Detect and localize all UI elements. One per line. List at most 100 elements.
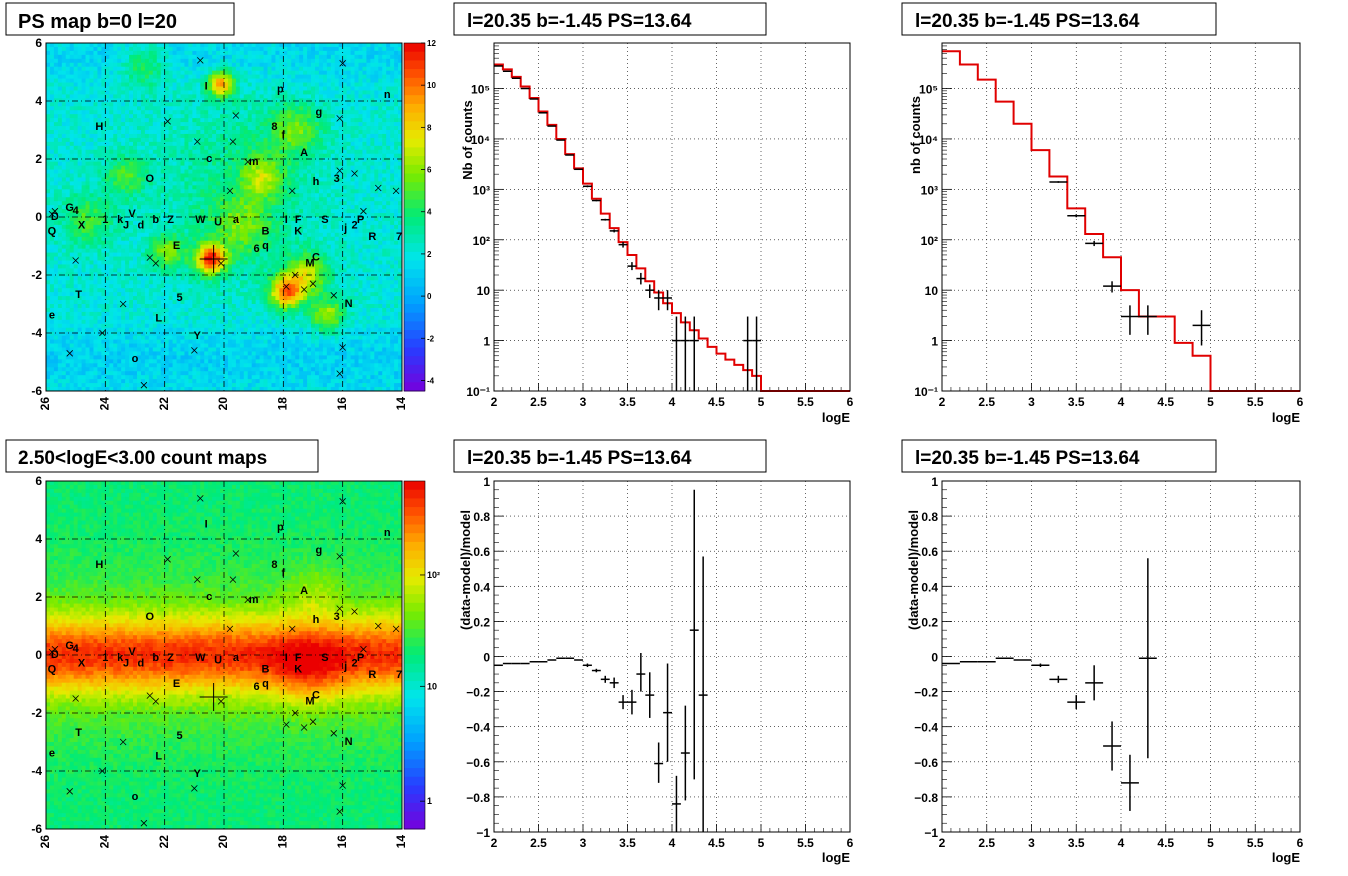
heatmap-cell — [382, 90, 387, 95]
heatmap-cell — [227, 173, 233, 179]
heatmap-cell — [148, 217, 154, 222]
heatmap-cell — [239, 50, 245, 56]
heatmap-cell — [231, 141, 237, 147]
heatmap-cell — [322, 43, 328, 48]
heatmap-cell — [200, 189, 205, 194]
heatmap-cell — [350, 62, 356, 68]
heatmap-cell — [338, 137, 344, 143]
heatmap-cell — [93, 244, 99, 250]
heatmap-cell — [255, 46, 261, 52]
heatmap-cell — [330, 90, 336, 95]
heatmap-cell — [172, 165, 178, 171]
heatmap-cell — [378, 224, 383, 230]
heatmap-cell — [322, 46, 328, 52]
heatmap-cell — [255, 110, 261, 115]
heatmap-cell — [101, 240, 106, 246]
heatmap-cell — [164, 102, 170, 107]
heatmap-cell — [109, 201, 114, 206]
heatmap-cell — [156, 86, 162, 92]
heatmap-cell — [65, 240, 71, 246]
heatmap-cell — [398, 189, 402, 194]
heatmap-cell — [263, 228, 269, 234]
heatmap-cell — [362, 126, 367, 131]
heatmap-cell — [136, 118, 142, 123]
heatmap-cell — [358, 240, 364, 246]
heatmap-cell — [121, 46, 126, 52]
heatmap-cell — [144, 70, 150, 76]
heatmap-cell — [342, 209, 348, 214]
heatmap-cell — [121, 70, 126, 76]
heatmap-cell — [176, 82, 182, 88]
heatmap-cell — [231, 149, 237, 155]
heatmap-cell — [208, 141, 213, 147]
heatmap-cell — [346, 213, 352, 218]
heatmap-cell — [113, 193, 118, 198]
heatmap-cell — [152, 165, 158, 171]
heatmap-cell — [101, 248, 106, 254]
heatmap-cell — [303, 248, 308, 254]
heatmap-cell — [287, 197, 292, 202]
heatmap-cell — [216, 161, 221, 167]
heatmap-cell — [133, 232, 138, 238]
heatmap-cell — [97, 205, 102, 210]
heatmap-cell — [65, 260, 71, 266]
heatmap-cell — [121, 149, 126, 155]
heatmap-cell — [109, 62, 114, 68]
heatmap-cell — [148, 197, 154, 202]
heatmap-cell — [299, 220, 304, 226]
heatmap-cell — [303, 70, 308, 76]
heatmap-cell — [362, 244, 367, 250]
heatmap-cell — [220, 205, 225, 210]
heatmap-cell — [125, 94, 130, 99]
heatmap-cell — [271, 248, 277, 254]
heatmap-cell — [247, 213, 253, 218]
heatmap-cell — [105, 260, 110, 266]
heatmap-cell — [200, 145, 205, 151]
heatmap-cell — [220, 201, 225, 206]
heatmap-cell — [180, 66, 186, 72]
heatmap-cell — [231, 169, 237, 175]
heatmap-cell — [133, 66, 138, 72]
heatmap-cell — [117, 58, 122, 64]
heatmap-cell — [394, 43, 399, 48]
heatmap-cell — [200, 82, 205, 88]
heatmap-cell — [338, 224, 344, 230]
heatmap-cell — [287, 66, 292, 72]
heatmap-cell — [125, 189, 130, 194]
heatmap-cell — [113, 232, 118, 238]
heatmap-cell — [73, 66, 79, 72]
heatmap-cell — [307, 165, 312, 171]
heatmap-cell — [121, 161, 126, 167]
heatmap-cell — [65, 118, 71, 123]
heatmap-cell — [291, 86, 296, 92]
heatmap-cell — [311, 181, 316, 186]
heatmap-cell — [326, 137, 332, 143]
heatmap-cell — [370, 70, 375, 76]
heatmap-cell — [287, 201, 292, 206]
heatmap-cell — [152, 74, 158, 80]
heatmap-cell — [77, 244, 83, 250]
heatmap-cell — [243, 252, 249, 258]
heatmap-cell — [307, 90, 312, 95]
heatmap-cell — [283, 169, 288, 175]
heatmap-cell — [93, 220, 99, 226]
heatmap-cell — [326, 209, 332, 214]
heatmap-cell — [354, 244, 360, 250]
heatmap-cell — [263, 153, 269, 159]
heatmap-cell — [303, 78, 308, 84]
heatmap-cell — [354, 224, 360, 230]
heatmap-cell — [81, 244, 87, 250]
heatmap-cell — [168, 213, 174, 218]
heatmap-cell — [235, 70, 241, 76]
heatmap-cell — [140, 177, 146, 182]
heatmap-cell — [113, 86, 118, 92]
heatmap-cell — [255, 173, 261, 179]
heatmap-cell — [318, 82, 324, 88]
heatmap-cell — [322, 209, 328, 214]
heatmap-cell — [125, 169, 130, 175]
heatmap-cell — [125, 165, 130, 171]
heatmap-cell — [318, 185, 324, 190]
heatmap-cell — [283, 118, 288, 123]
heatmap-cell — [350, 114, 356, 119]
heatmap-cell — [168, 102, 174, 107]
